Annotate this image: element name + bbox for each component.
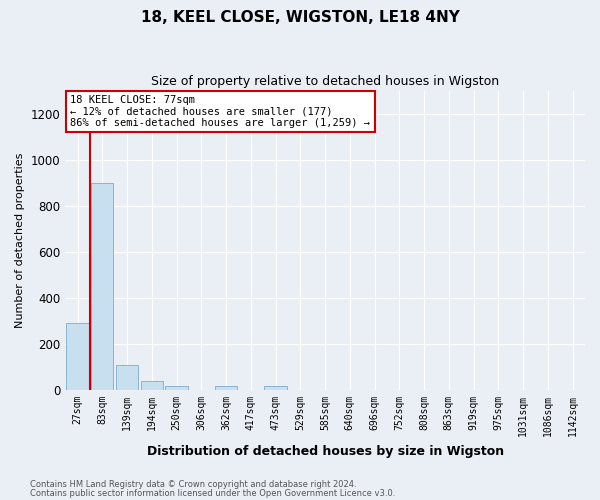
Bar: [140, 381, 163, 390]
Text: Contains HM Land Registry data © Crown copyright and database right 2024.: Contains HM Land Registry data © Crown c…: [30, 480, 356, 489]
Text: 18 KEEL CLOSE: 77sqm
← 12% of detached houses are smaller (177)
86% of semi-deta: 18 KEEL CLOSE: 77sqm ← 12% of detached h…: [70, 95, 370, 128]
Text: Contains public sector information licensed under the Open Government Licence v3: Contains public sector information licen…: [30, 488, 395, 498]
Bar: [166, 386, 188, 390]
Bar: [116, 365, 138, 390]
Bar: [215, 386, 237, 390]
Bar: [265, 386, 287, 390]
Bar: [91, 182, 113, 390]
Bar: [67, 324, 89, 390]
Y-axis label: Number of detached properties: Number of detached properties: [15, 152, 25, 328]
X-axis label: Distribution of detached houses by size in Wigston: Distribution of detached houses by size …: [146, 444, 503, 458]
Text: 18, KEEL CLOSE, WIGSTON, LE18 4NY: 18, KEEL CLOSE, WIGSTON, LE18 4NY: [140, 10, 460, 25]
Title: Size of property relative to detached houses in Wigston: Size of property relative to detached ho…: [151, 75, 499, 88]
